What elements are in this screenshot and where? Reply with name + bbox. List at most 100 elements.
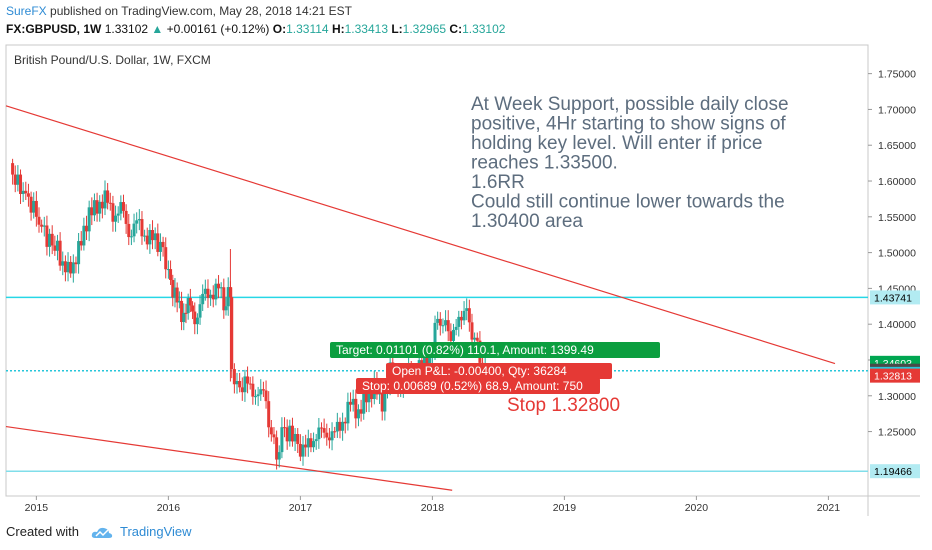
tradingview-cloud-icon <box>91 527 112 538</box>
trend-line-lower[interactable] <box>5 425 453 491</box>
candle-body <box>98 201 102 214</box>
candle-body <box>95 200 99 214</box>
candle-body <box>92 200 96 216</box>
candle-body <box>153 233 157 241</box>
candle-body <box>446 320 450 332</box>
candle-body <box>61 261 65 266</box>
candle-body <box>40 224 44 227</box>
y-tick-label: 1.25000 <box>878 427 916 439</box>
candle-body <box>180 300 184 323</box>
plot-area <box>5 44 869 497</box>
candle-body <box>248 383 252 385</box>
candle-body <box>151 229 155 241</box>
target-box-bg[interactable] <box>330 342 660 358</box>
y-tick-label: 1.65000 <box>878 140 916 152</box>
candle-body <box>90 207 94 216</box>
candle-body <box>457 316 461 327</box>
candle-body <box>269 427 273 435</box>
candle-body <box>48 233 52 247</box>
candle-body <box>319 427 323 429</box>
candle-body <box>475 337 479 341</box>
candle-body <box>238 381 242 388</box>
candle-body <box>465 308 469 311</box>
candle-body <box>13 174 17 185</box>
candle-body <box>182 312 186 323</box>
candle-body <box>351 398 355 405</box>
candle-body <box>296 434 300 444</box>
candle-body <box>106 190 110 203</box>
candle-body <box>198 304 202 318</box>
candle-body <box>164 247 168 270</box>
candle-body <box>285 427 289 442</box>
price-label-bg <box>870 368 920 383</box>
candle-body <box>283 427 287 429</box>
candle-body <box>288 425 292 442</box>
candle-body <box>298 443 302 457</box>
y-tick-label: 1.70000 <box>878 104 916 116</box>
candle-body <box>148 229 152 245</box>
candle-body <box>335 421 339 432</box>
analysis-note-line: 1.6RR <box>471 172 525 193</box>
candle-body <box>191 305 195 312</box>
candle-body <box>454 326 458 330</box>
price-label: 1.19466 <box>874 466 912 478</box>
candle-body <box>230 297 234 370</box>
candle-body <box>127 223 131 238</box>
candle-body <box>32 200 36 213</box>
candle-body <box>322 428 326 433</box>
footer: Created with TradingView <box>6 524 192 540</box>
candle-body <box>184 312 188 314</box>
x-tick-label: 2015 <box>25 502 49 514</box>
candle-body <box>108 202 112 204</box>
y-tick-label: 1.40000 <box>878 319 916 331</box>
author-link[interactable]: SureFX <box>6 4 47 18</box>
candle-body <box>312 441 316 448</box>
candle-body <box>161 241 165 248</box>
candle-body <box>380 391 384 412</box>
candle-body <box>444 320 448 326</box>
trend-line-upper[interactable] <box>5 105 836 365</box>
candle-body <box>77 241 81 265</box>
candle-body <box>42 225 46 227</box>
x-tick-label: 2019 <box>553 502 577 514</box>
candle-body <box>71 262 75 274</box>
candle-body <box>145 235 149 245</box>
candle-body <box>211 294 215 300</box>
candle-body <box>11 163 15 175</box>
candle-body <box>201 293 205 305</box>
candle-body <box>259 389 263 395</box>
candle-body <box>267 401 271 428</box>
candle-body <box>240 387 244 393</box>
candle-body <box>261 389 265 391</box>
candle-body <box>132 223 136 237</box>
candle-body <box>45 225 49 247</box>
open-label: O: <box>272 22 287 36</box>
candle-body <box>467 308 471 323</box>
analysis-note-line: 1.30400 area <box>471 211 583 232</box>
candle-body <box>79 241 83 246</box>
candle-body <box>63 261 67 273</box>
candle-body <box>301 444 305 457</box>
candle-body <box>69 261 73 274</box>
candle-body <box>85 225 89 232</box>
x-tick-label: 2018 <box>421 502 445 514</box>
candle-body <box>436 318 440 323</box>
candle-body <box>203 288 207 294</box>
candle-body <box>171 279 175 298</box>
candle-body <box>449 331 453 341</box>
candle-body <box>383 393 387 412</box>
x-tick-label: 2020 <box>685 502 709 514</box>
candle-body <box>87 207 91 232</box>
candle-body <box>103 190 107 209</box>
price-label: 1.43741 <box>874 292 912 304</box>
pnl-box-bg[interactable] <box>386 363 612 379</box>
candle-body <box>235 381 239 385</box>
candle-body <box>370 389 374 400</box>
candle-body <box>175 287 179 303</box>
candle-body <box>206 288 210 298</box>
candle-body <box>121 202 125 211</box>
tradingview-link[interactable]: TradingView <box>120 524 192 539</box>
stop-box-bg[interactable] <box>356 378 600 394</box>
candle-body <box>367 389 371 403</box>
